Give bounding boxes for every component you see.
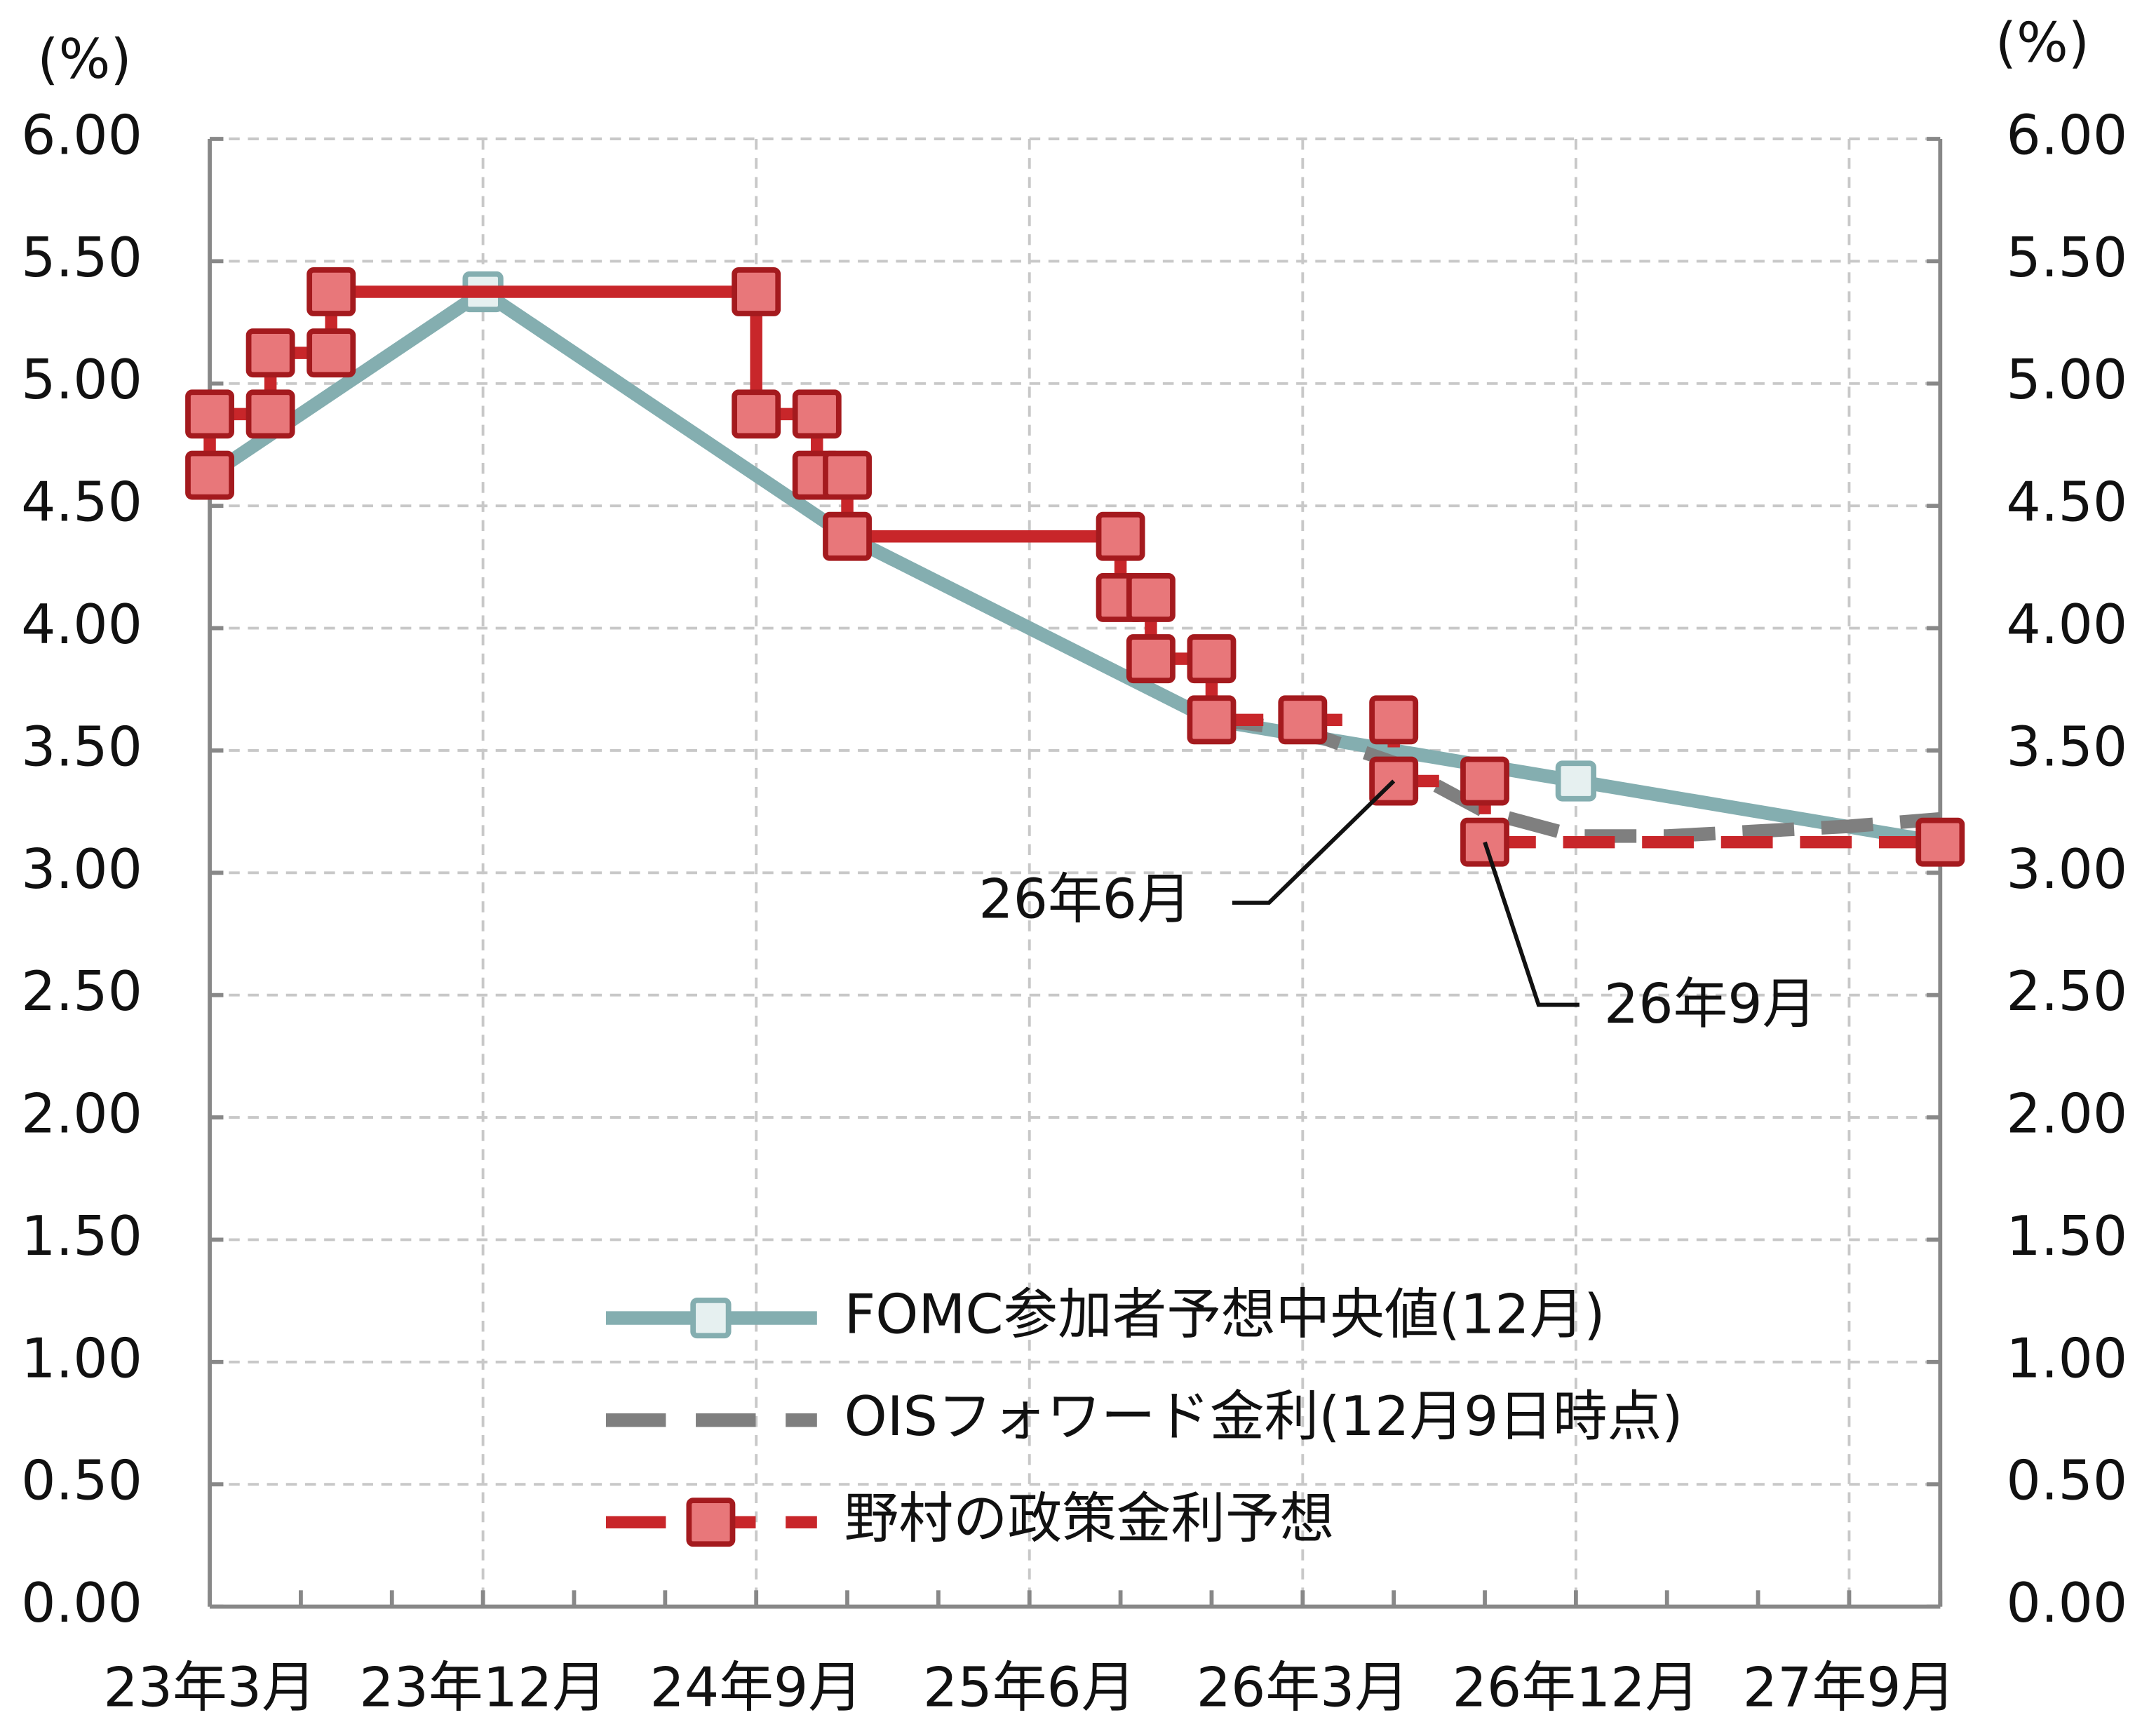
marker [1555,760,1596,802]
marker [1278,695,1328,745]
series-line [206,285,1941,849]
marker [307,328,356,378]
marker [245,389,295,439]
x-tick-label: 24年9月 [649,1656,862,1719]
y2-tick-label: 1.00 [2006,1327,2127,1390]
marker [732,389,781,439]
y2-tick-label: 0.50 [2006,1450,2127,1513]
y-tick-label: 2.50 [21,960,142,1023]
x-tick-label: 23年12月 [359,1656,607,1719]
marker [307,267,356,316]
y-tick-label: 2.00 [21,1083,142,1146]
marker [1460,756,1509,806]
y2-tick-label: 3.50 [2006,715,2127,779]
y-tick-label: 6.00 [21,104,142,167]
marker [1369,695,1419,745]
annotation: 26年6月 [978,868,1191,931]
y-tick-label: 5.50 [21,227,142,290]
x-tick-label: 26年3月 [1197,1656,1409,1719]
legend-label: FOMC参加者予想中央値(12月) [844,1284,1605,1347]
marker [185,450,234,500]
marker [1126,634,1176,684]
x-tick-label: 25年6月 [923,1656,1136,1719]
marker [686,1498,736,1547]
y2-tick-label: 5.00 [2006,349,2127,412]
x-tick-label: 23年3月 [103,1656,316,1719]
y2-tick-label: 1.50 [2006,1205,2127,1268]
x-tick-label: 26年12月 [1452,1656,1699,1719]
marker [690,1297,732,1339]
marker [1096,511,1145,561]
y2-axis-label: (%) [1995,11,2089,74]
legend-label: OISフォワード金利(12月9日時点) [844,1385,1683,1448]
marker [1187,695,1237,745]
y2-tick-label: 4.50 [2006,471,2127,534]
series-line [1211,711,1941,843]
y2-tick-label: 6.00 [2006,104,2127,167]
y2-tick-label: 4.00 [2006,593,2127,657]
marker [1126,572,1176,622]
y-tick-label: 0.00 [21,1572,142,1635]
y-tick-label: 4.50 [21,471,142,534]
marker [245,328,295,378]
y2-tick-label: 0.00 [2006,1572,2127,1635]
y2-tick-label: 2.00 [2006,1083,2127,1146]
y2-tick-label: 3.00 [2006,838,2127,901]
y2-tick-label: 2.50 [2006,960,2127,1023]
legend-label: 野村の政策金利予想 [844,1488,1335,1551]
y-axis-label: (%) [37,28,131,91]
marker [1915,817,1965,867]
y-tick-label: 1.50 [21,1205,142,1268]
marker [823,450,872,500]
marker [792,389,842,439]
y-tick-label: 0.50 [21,1450,142,1513]
y-tick-label: 5.00 [21,349,142,412]
x-tick-label: 27年9月 [1743,1656,1955,1719]
marker [1187,634,1237,684]
y-tick-label: 4.00 [21,593,142,657]
annotation-leader [1232,779,1396,905]
y-tick-label: 3.00 [21,838,142,901]
marker [732,267,781,316]
marker [823,511,872,561]
y-tick-label: 1.00 [21,1327,142,1390]
annotation-leader [1483,841,1580,1007]
y2-tick-label: 5.50 [2006,227,2127,290]
y-tick-label: 3.50 [21,715,142,779]
marker [185,389,234,439]
annotation: 26年9月 [1604,973,1817,1036]
